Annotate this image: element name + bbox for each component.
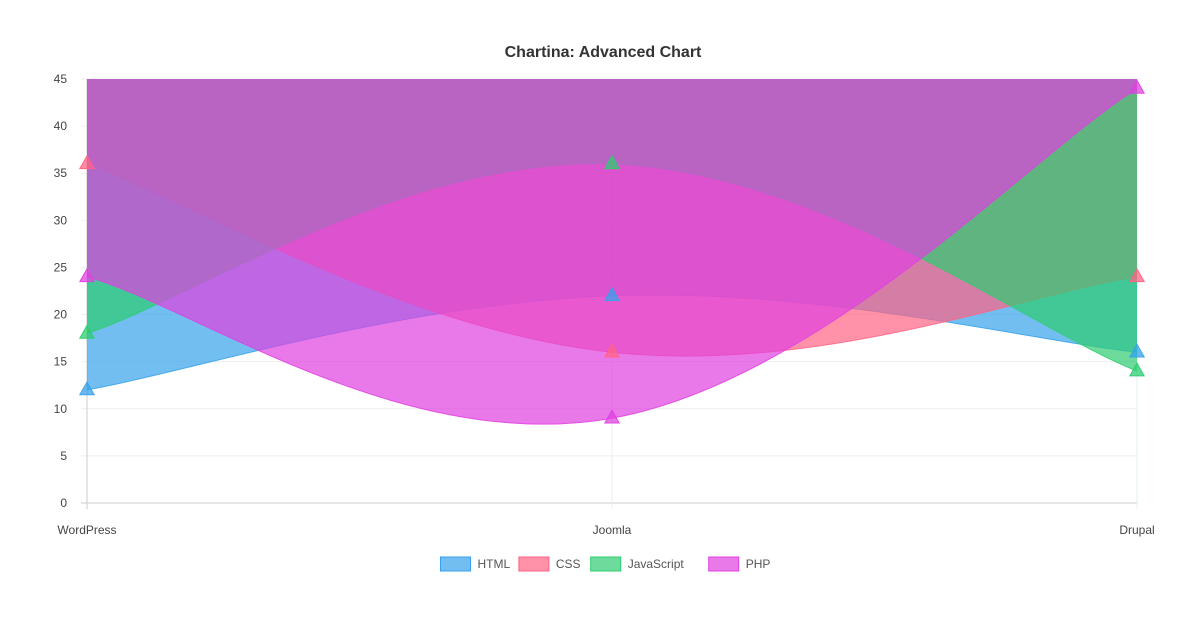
data-markers	[78, 79, 1146, 424]
legend-item-css[interactable]: CSS	[518, 556, 581, 572]
data-point-html[interactable]	[1128, 343, 1146, 358]
y-tick-label: 35	[54, 166, 68, 180]
y-tick-label: 20	[54, 308, 68, 322]
legend-item-php[interactable]: PHP	[708, 556, 771, 572]
series-areas	[86, 79, 1138, 425]
data-point-html[interactable]	[603, 286, 621, 302]
x-tick-label: Drupal	[1119, 523, 1154, 537]
data-point-css[interactable]	[1128, 267, 1146, 283]
y-tick-label: 40	[54, 119, 68, 133]
legend-label: PHP	[746, 557, 771, 571]
legend-swatch	[518, 556, 550, 572]
x-tick-label: WordPress	[57, 523, 116, 537]
y-tick-label: 0	[60, 496, 67, 510]
legend-label: JavaScript	[628, 557, 685, 571]
data-point-javascript[interactable]	[603, 154, 621, 170]
legend-swatch	[590, 556, 622, 572]
data-point-php[interactable]	[603, 409, 621, 424]
series-area-php	[87, 79, 1137, 425]
legend-item-html[interactable]: HTML	[440, 556, 511, 572]
y-tick-label: 5	[60, 449, 67, 463]
y-tick-label: 15	[54, 355, 68, 369]
data-point-javascript[interactable]	[78, 324, 96, 339]
legend-label: CSS	[556, 557, 581, 571]
legend-label: HTML	[478, 557, 511, 571]
data-point-html[interactable]	[78, 380, 96, 396]
data-point-javascript[interactable]	[1128, 362, 1146, 377]
data-point-php[interactable]	[78, 267, 96, 283]
legend-swatch	[440, 556, 471, 572]
data-point-css[interactable]	[78, 154, 96, 170]
x-tick-label: Joomla	[593, 523, 632, 537]
chart-title: Chartina: Advanced Chart	[505, 44, 702, 61]
axes: 0 5 10 15 20 25 30 35 40 45 WordPress Joomla Drupal	[54, 72, 1155, 537]
y-tick-label: 10	[54, 402, 68, 416]
legend: HTML CSS JavaScript PHP	[440, 556, 771, 572]
y-tick-label: 45	[54, 72, 68, 86]
y-tick-label: 30	[54, 213, 68, 227]
y-tick-label: 25	[54, 260, 68, 274]
data-point-css[interactable]	[603, 343, 621, 358]
legend-item-javascript[interactable]: JavaScript	[590, 556, 685, 572]
legend-swatch	[708, 556, 740, 572]
data-point-php[interactable]	[1128, 79, 1146, 94]
